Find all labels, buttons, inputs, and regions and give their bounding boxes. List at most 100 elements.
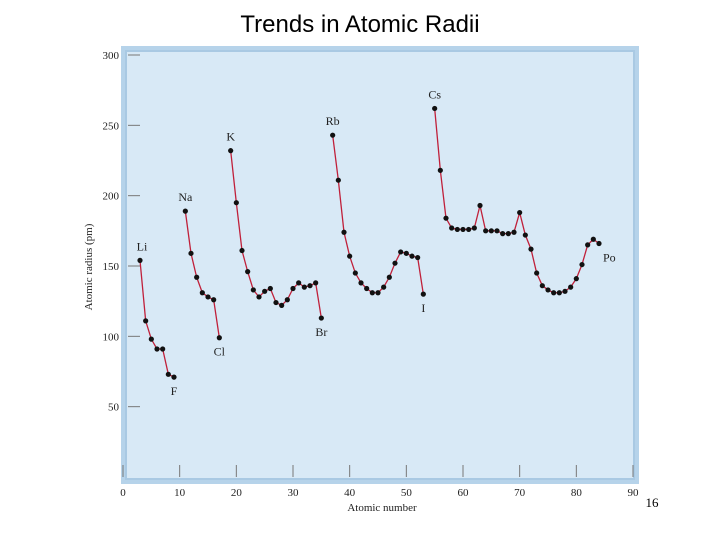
data-point <box>262 288 268 294</box>
x-tick-label: 70 <box>514 487 526 499</box>
y-tick-label: 300 <box>103 50 120 62</box>
data-point <box>160 346 166 352</box>
x-tick-label: 80 <box>571 487 583 499</box>
y-tick-label: 200 <box>103 191 120 203</box>
data-point <box>432 105 438 112</box>
data-point <box>375 290 381 296</box>
x-tick-label: 10 <box>174 487 186 499</box>
data-point <box>488 228 494 234</box>
data-point <box>335 177 341 183</box>
data-point <box>573 276 579 282</box>
data-point <box>245 269 251 275</box>
element-label: Rb <box>326 114 340 128</box>
data-point <box>301 284 307 290</box>
data-point <box>194 274 200 280</box>
data-point <box>392 260 398 266</box>
data-point <box>364 285 370 292</box>
data-point <box>386 274 392 280</box>
element-label: Br <box>315 325 327 339</box>
data-point <box>182 208 188 214</box>
data-point <box>341 229 347 235</box>
element-label: Cs <box>428 87 441 101</box>
data-point <box>528 246 534 252</box>
data-point <box>505 231 511 237</box>
data-point <box>233 200 239 206</box>
element-label: Na <box>178 190 193 204</box>
data-point <box>256 294 262 300</box>
data-point <box>267 285 273 292</box>
data-point <box>562 288 568 294</box>
data-point <box>296 280 302 286</box>
data-point <box>318 315 324 321</box>
element-label: Po <box>603 250 616 264</box>
data-point <box>437 167 443 173</box>
element-label: Cl <box>214 345 226 359</box>
data-point <box>148 336 154 342</box>
element-label: Li <box>137 239 148 253</box>
y-tick-label: 150 <box>103 261 120 273</box>
y-tick-label: 100 <box>103 331 120 343</box>
x-tick-label: 40 <box>344 487 356 499</box>
slide-title: Trends in Atomic Radii <box>240 11 479 38</box>
data-point <box>494 228 500 234</box>
data-point <box>409 253 415 259</box>
element-label: I <box>421 301 425 315</box>
data-point <box>358 280 364 286</box>
data-point <box>545 287 551 293</box>
data-point <box>579 261 585 268</box>
data-point <box>415 254 421 261</box>
data-point <box>483 228 489 234</box>
data-point <box>534 270 540 276</box>
data-point <box>273 299 279 306</box>
data-point <box>590 236 596 242</box>
data-point <box>369 290 375 296</box>
data-point <box>279 302 285 308</box>
data-point <box>171 374 177 380</box>
data-point <box>347 253 353 259</box>
data-point <box>420 291 426 297</box>
data-point <box>460 226 466 233</box>
data-point <box>403 250 409 256</box>
data-point <box>471 225 477 231</box>
y-tick-label: 250 <box>103 120 120 132</box>
data-point <box>205 294 211 300</box>
data-point <box>539 283 545 289</box>
page-number: 16 <box>646 495 660 510</box>
data-point <box>239 247 245 254</box>
data-point <box>228 148 234 154</box>
x-axis-label: Atomic number <box>347 502 417 514</box>
plot-area <box>125 50 635 480</box>
data-point <box>522 232 528 238</box>
data-point <box>199 290 205 296</box>
data-point <box>216 335 222 341</box>
data-point <box>137 257 143 263</box>
data-point <box>307 283 313 289</box>
data-point <box>143 318 149 324</box>
element-label: K <box>226 130 235 144</box>
data-point <box>290 285 296 292</box>
x-tick-label: 0 <box>120 487 126 499</box>
data-point <box>284 297 290 303</box>
data-point <box>477 202 483 209</box>
element-label: F <box>171 384 178 398</box>
data-point <box>466 226 472 233</box>
data-point <box>250 287 256 293</box>
y-tick-label: 50 <box>108 402 120 414</box>
data-point <box>352 270 358 276</box>
y-axis-label: Atomic radius (pm) <box>83 223 95 310</box>
data-point <box>596 240 602 247</box>
data-point <box>398 249 404 255</box>
data-point <box>381 284 387 290</box>
data-point <box>511 229 517 235</box>
x-tick-label: 90 <box>628 487 640 499</box>
data-point <box>500 231 506 237</box>
data-point <box>585 242 591 248</box>
data-point <box>154 346 160 352</box>
data-point <box>443 215 449 221</box>
data-point <box>165 371 171 377</box>
data-point <box>449 225 455 231</box>
x-tick-label: 20 <box>231 487 243 499</box>
x-tick-label: 60 <box>458 487 470 499</box>
data-point <box>211 297 217 303</box>
